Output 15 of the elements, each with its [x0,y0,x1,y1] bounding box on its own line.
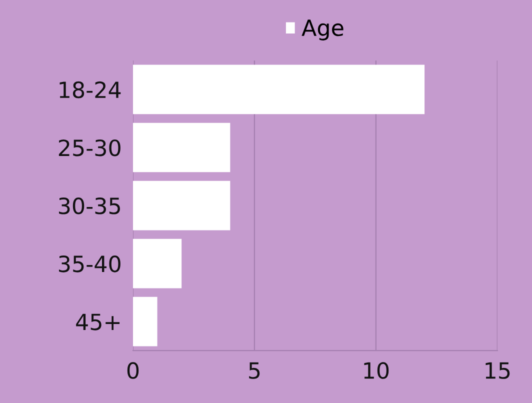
bar [133,180,230,230]
y-tick-label: 45+ [76,314,120,330]
x-tick-label: 15 [486,362,510,379]
x-tick-label: 5 [249,362,260,379]
bar [133,238,182,288]
y-tick-label: 18-24 [60,81,121,98]
bar [133,296,158,346]
bar [133,122,230,172]
x-tick-label: 10 [364,362,389,379]
legend-label: Age [302,20,344,40]
y-tick-label: 30-35 [59,197,120,214]
y-tick-label: 25-30 [58,139,120,156]
y-tick-label: 35-40 [59,256,120,272]
x-tick-label: 0 [127,362,139,379]
bar [133,64,425,114]
